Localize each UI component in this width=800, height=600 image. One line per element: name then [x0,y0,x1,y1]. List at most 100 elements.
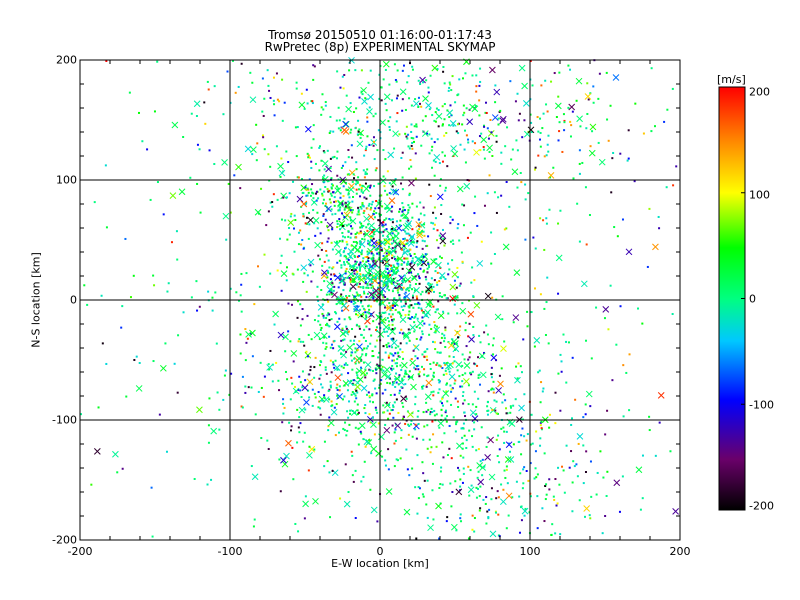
data-point [304,203,307,206]
data-point-cross [527,126,535,134]
data-point-cross [277,162,284,170]
data-point-cross [504,456,512,463]
data-point-cross [346,379,354,386]
data-point [304,408,307,411]
data-point [306,102,309,105]
data-point [408,97,411,100]
data-point [344,201,347,204]
data-point [255,159,258,162]
data-point [365,393,368,396]
data-point [470,373,473,376]
data-point [648,429,651,432]
data-point [170,241,173,244]
data-point [463,148,466,151]
data-point [381,392,384,395]
data-point-cross [455,488,463,496]
data-point [641,322,644,325]
data-point [336,220,339,223]
data-point [505,407,508,410]
data-point [269,201,272,204]
data-point [430,137,433,140]
data-point-cross [266,364,273,371]
data-point [371,200,374,203]
data-point [349,219,352,222]
data-point [388,403,391,406]
data-point [503,430,506,433]
data-point [253,518,256,521]
data-point [305,194,308,197]
data-point [361,260,364,263]
data-point [417,306,420,309]
data-point [364,368,367,371]
data-point-cross [416,231,424,239]
data-point [393,180,396,183]
data-point [398,311,401,314]
data-point [455,130,458,133]
data-point [360,190,363,193]
data-point [435,413,438,416]
data-point [423,234,426,237]
data-point [350,128,353,131]
data-point [395,381,398,384]
data-point [362,336,365,339]
data-point [375,167,378,170]
data-point [425,132,428,135]
data-point [358,325,361,328]
data-point [409,299,412,302]
data-point-cross [512,314,520,321]
data-point [357,119,360,122]
data-point [523,435,526,438]
data-point [282,170,285,173]
data-point [522,482,525,485]
data-point-cross [435,112,443,120]
data-point-cross [408,263,416,271]
data-point [609,284,612,287]
y-tick-label: -200 [52,533,77,547]
data-point [583,515,586,518]
data-point [226,70,229,73]
data-point [151,535,154,538]
data-point [365,145,368,148]
data-point [421,290,424,293]
data-point [545,301,548,304]
data-point [410,423,413,426]
data-point [442,70,445,73]
data-point [539,217,542,220]
data-point [539,401,542,404]
data-point [362,185,365,188]
data-point [326,460,329,463]
data-point [346,429,349,432]
data-point-cross [290,350,298,357]
data-point [521,487,524,490]
data-point [419,293,422,296]
data-point [400,429,403,432]
data-point [585,339,588,342]
data-point [300,178,303,181]
data-point [331,184,334,187]
data-point [313,392,316,395]
data-point [441,151,444,154]
data-point [290,376,293,379]
data-point [356,182,359,185]
data-point [462,467,465,470]
data-point [467,138,470,141]
data-point [415,313,418,316]
data-point [267,153,270,156]
data-point [413,330,416,333]
data-point [272,99,275,102]
data-point [372,136,375,139]
data-point [363,154,366,157]
data-point [374,275,377,278]
data-point [468,356,471,359]
data-point [382,275,385,278]
data-point [347,262,350,265]
data-point [524,198,527,201]
data-point-cross [307,258,315,266]
data-point [434,217,437,220]
data-point [394,258,397,261]
data-point [322,213,325,216]
data-point [419,201,422,204]
data-point [477,487,480,490]
data-point [610,191,613,194]
data-point [544,334,547,337]
